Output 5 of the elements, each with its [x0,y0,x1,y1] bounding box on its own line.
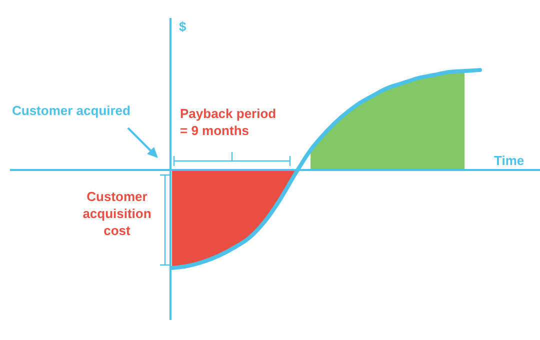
x-axis-title: Time [494,152,524,169]
y-axis-title: $ [179,18,186,35]
text: Customer acquisition cost [82,188,152,239]
text: Customer acquired [12,102,130,119]
annotation: Payback period = 9 months [180,105,276,139]
